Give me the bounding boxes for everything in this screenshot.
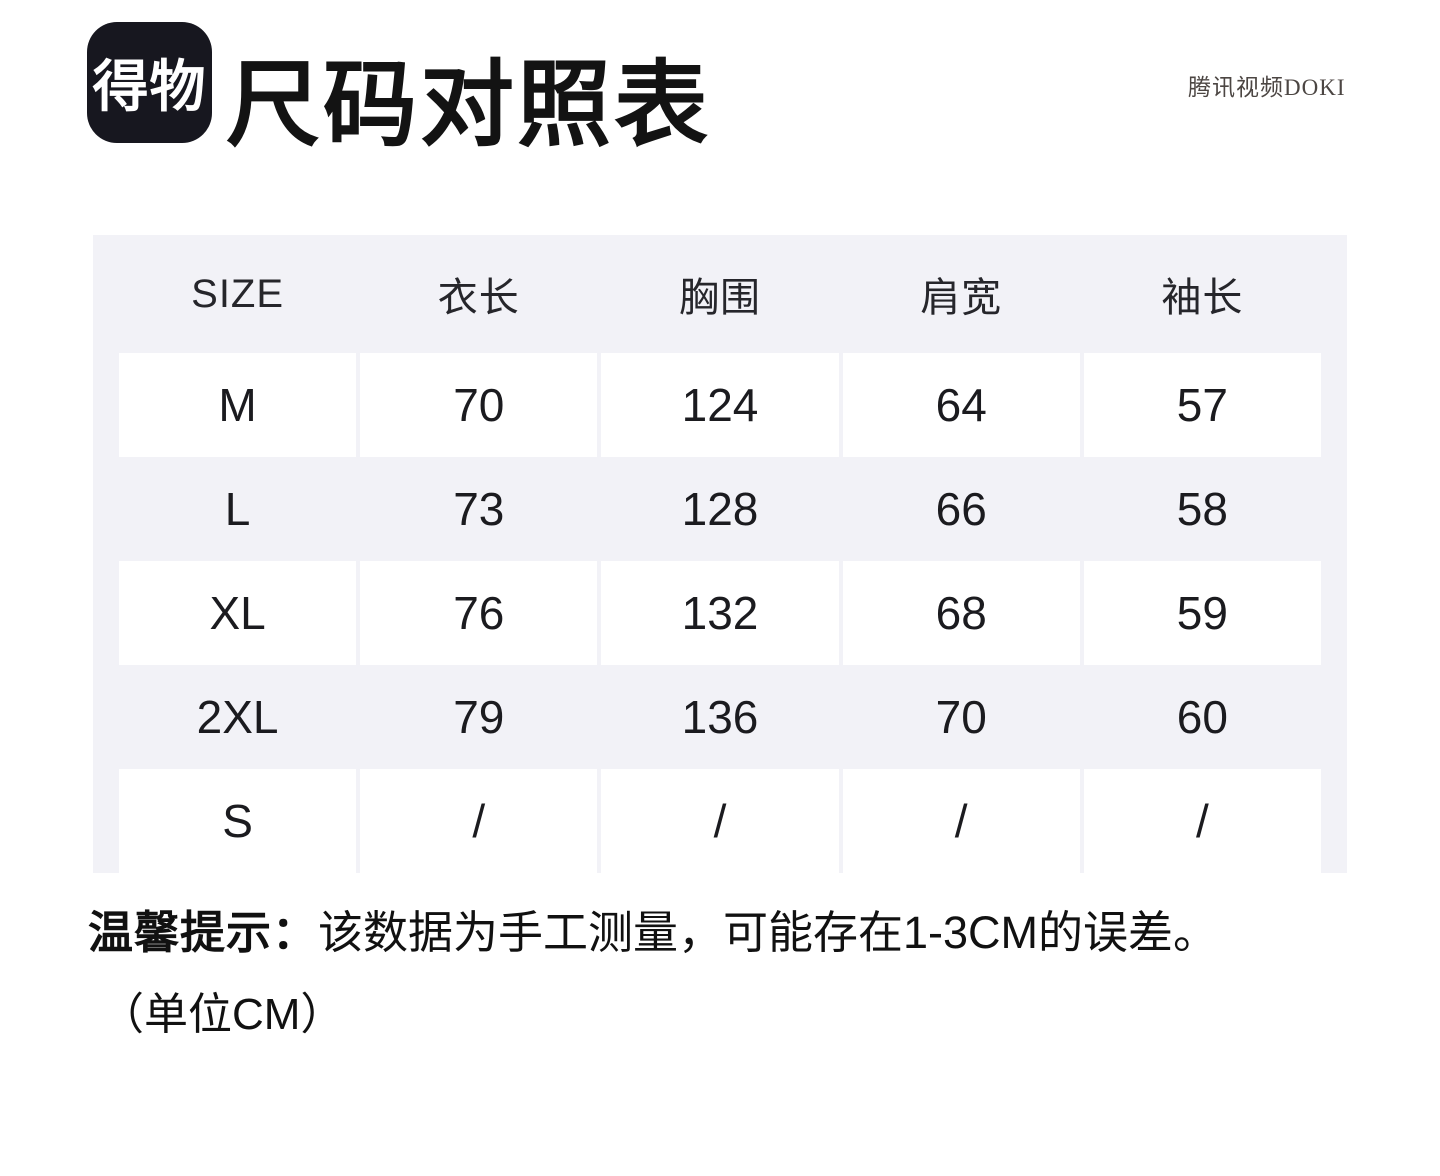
value-cell: 68 [842, 561, 1080, 665]
dewu-logo: 得物 [87, 22, 212, 143]
table-row-l: L 73 128 66 58 [119, 457, 1321, 561]
table-row-m: M 70 124 64 57 [119, 353, 1321, 457]
col-header-length: 衣长 [437, 276, 520, 320]
value-cell: 58 [1176, 483, 1228, 535]
unit-note: （单位CM） [100, 990, 345, 1039]
size-cell: 2XL [196, 691, 279, 743]
watermark-text: 腾讯视频DOKI [1188, 75, 1346, 100]
col-header-shoulder: 肩宽 [920, 276, 1003, 320]
value-cell: 128 [681, 483, 759, 535]
dewu-logo-text: 得物 [92, 55, 207, 118]
value-cell: / [842, 769, 1080, 873]
value-cell: / [360, 769, 598, 873]
value-cell: 70 [935, 691, 987, 743]
value-cell: 59 [1083, 561, 1321, 665]
size-table: SIZE 衣长 胸围 肩宽 袖长 M 70 124 64 57 L 73 128… [93, 235, 1347, 873]
value-cell: 136 [681, 691, 759, 743]
value-cell: / [601, 769, 839, 873]
size-cell: XL [119, 561, 357, 665]
value-cell: 70 [360, 353, 598, 457]
value-cell: 64 [842, 353, 1080, 457]
measurement-note-text: 该数据为手工测量，可能存在1-3CM的误差。 [318, 907, 1219, 958]
table-row-2xl: 2XL 79 136 70 60 [119, 665, 1321, 769]
value-cell: 66 [935, 483, 987, 535]
size-cell: S [119, 769, 357, 873]
table-row-xl: XL 76 132 68 59 [119, 561, 1321, 665]
measurement-note-label: 温馨提示： [88, 907, 319, 958]
value-cell: 76 [360, 561, 598, 665]
value-cell: 79 [453, 691, 505, 743]
size-cell: M [119, 353, 357, 457]
table-row-s: S / / / / [119, 769, 1321, 873]
table-header-row: SIZE 衣长 胸围 肩宽 袖长 [119, 235, 1321, 353]
value-cell: 132 [601, 561, 839, 665]
value-cell: 57 [1083, 353, 1321, 457]
col-header-sleeve: 袖长 [1161, 276, 1244, 320]
value-cell: 60 [1176, 691, 1228, 743]
measurement-note: 温馨提示：该数据为手工测量，可能存在1-3CM的误差。 [88, 896, 1218, 961]
value-cell: / [1083, 769, 1321, 873]
col-header-size: SIZE [191, 271, 285, 316]
size-cell: L [224, 483, 251, 535]
col-header-chest: 胸围 [678, 276, 761, 320]
value-cell: 124 [601, 353, 839, 457]
page-title: 尺码对照表 [226, 52, 712, 157]
value-cell: 73 [453, 483, 505, 535]
